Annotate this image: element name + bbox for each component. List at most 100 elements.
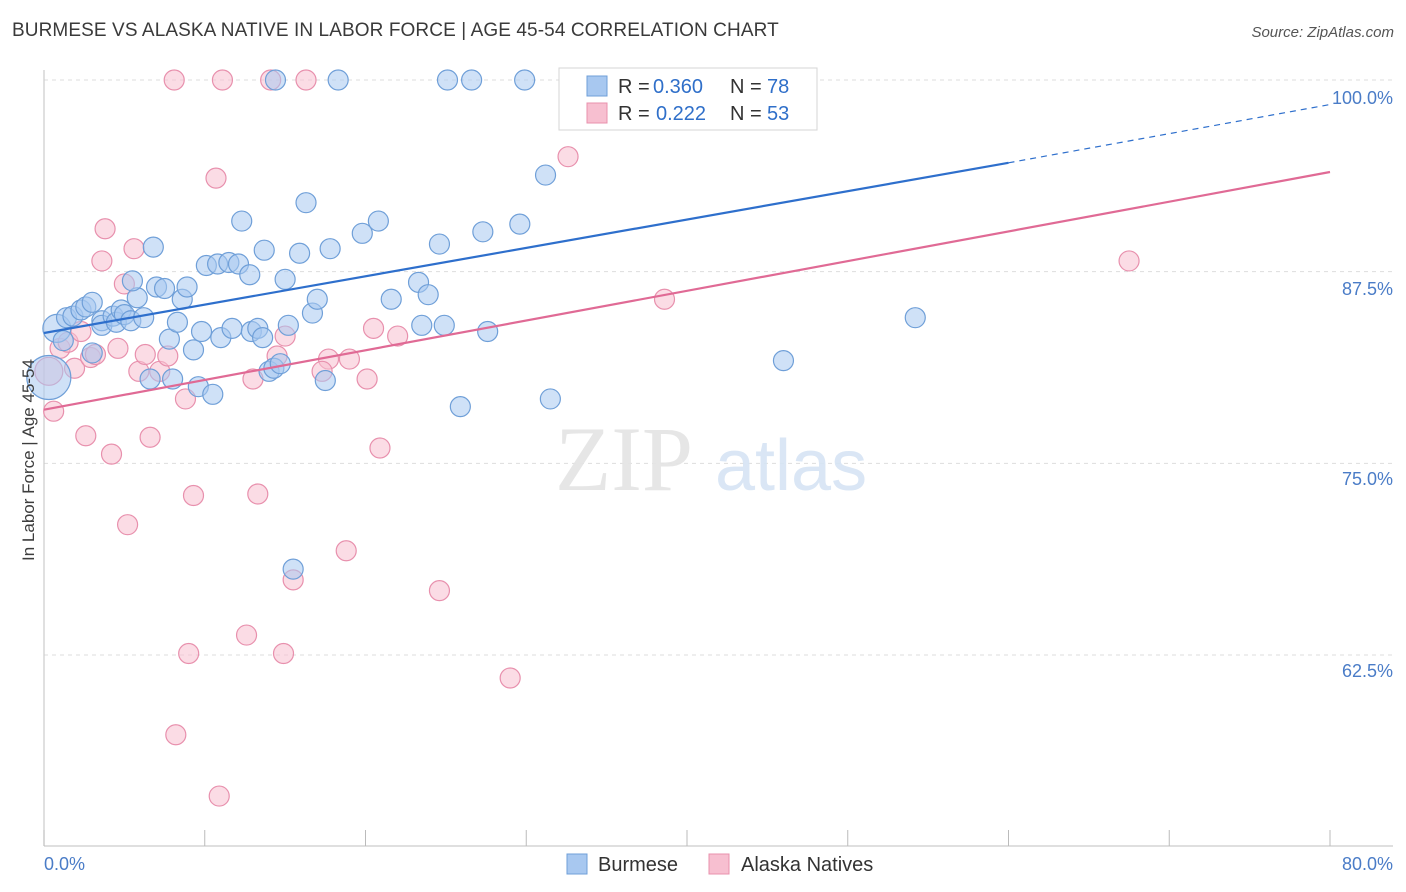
data-point xyxy=(534,164,557,186)
legend-r-label: R = xyxy=(618,76,650,98)
data-point xyxy=(509,213,531,235)
data-point xyxy=(411,314,433,336)
legend-n-value: 53 xyxy=(767,103,789,125)
data-point xyxy=(369,437,391,459)
y-tick-labels: 100.0% 87.5% 75.0% 62.5% xyxy=(1332,88,1393,681)
data-point xyxy=(367,210,389,232)
data-point xyxy=(288,242,311,264)
bottom-legend-label-burmese: Burmese xyxy=(598,854,678,876)
data-point xyxy=(335,540,357,562)
data-point xyxy=(253,239,275,261)
data-point xyxy=(75,425,97,447)
data-point xyxy=(247,483,269,505)
burmese-points xyxy=(26,69,926,580)
alaska-natives-trend-line xyxy=(43,170,1331,411)
data-point xyxy=(163,69,185,91)
data-point xyxy=(26,354,72,401)
bottom-legend-label-alaska-natives: Alaska Natives xyxy=(741,854,873,876)
data-point xyxy=(904,307,926,329)
data-point xyxy=(139,426,161,448)
gridlines xyxy=(44,79,1393,656)
correlation-legend: R = 0.360 N = 78 R = 0.222 N = 53 xyxy=(558,67,818,131)
legend-r-value: 0.222 xyxy=(656,103,706,125)
data-point xyxy=(202,383,224,405)
data-point xyxy=(190,320,213,343)
data-point xyxy=(277,314,299,336)
data-point xyxy=(1118,250,1140,272)
data-point xyxy=(362,317,385,339)
legend-swatch-alaska-natives xyxy=(586,102,608,124)
y-tick-label: 62.5% xyxy=(1342,661,1393,681)
data-point xyxy=(100,443,123,465)
y-tick-label: 75.0% xyxy=(1342,469,1393,489)
data-point xyxy=(182,484,205,507)
data-point xyxy=(153,277,176,300)
data-point xyxy=(252,327,274,349)
x-tick-label-min: 0.0% xyxy=(44,854,85,874)
data-point xyxy=(499,667,521,689)
data-point xyxy=(380,288,402,310)
x-tick-label-max: 80.0% xyxy=(1342,854,1393,874)
burmese-trend-extension xyxy=(1008,103,1331,164)
data-point xyxy=(514,69,536,91)
watermark-atlas: atlas xyxy=(715,426,867,506)
data-point xyxy=(539,388,561,410)
data-point xyxy=(428,233,451,255)
data-point xyxy=(272,642,295,665)
data-point xyxy=(557,146,579,168)
burmese-trend-line xyxy=(43,161,1009,335)
series-legend: Burmese Alaska Natives xyxy=(566,853,873,876)
x-ticks xyxy=(43,830,1331,846)
data-point xyxy=(139,368,161,390)
data-point xyxy=(142,236,164,258)
y-axis-label: In Labor Force | Age 45-54 xyxy=(19,359,38,561)
data-point xyxy=(208,785,230,807)
watermark: ZIP atlas xyxy=(555,408,867,510)
data-point xyxy=(306,288,328,310)
bottom-legend-swatch-alaska-natives xyxy=(708,853,730,875)
data-point xyxy=(43,400,65,422)
bottom-legend-swatch-burmese xyxy=(566,853,588,875)
data-point xyxy=(211,69,234,91)
data-point xyxy=(295,69,317,91)
data-point xyxy=(472,221,494,243)
data-point xyxy=(134,343,156,366)
data-point xyxy=(52,330,74,352)
data-point xyxy=(121,270,144,292)
data-point xyxy=(165,724,187,746)
data-point xyxy=(221,317,243,339)
data-point xyxy=(235,624,258,646)
data-point xyxy=(460,69,483,91)
legend-n-label: N = xyxy=(730,103,762,125)
data-point xyxy=(327,69,349,91)
data-point xyxy=(94,218,116,240)
legend-r-value: 0.360 xyxy=(653,76,703,98)
data-point xyxy=(91,250,113,272)
data-point xyxy=(351,222,373,244)
data-point xyxy=(477,320,499,343)
data-point xyxy=(428,579,451,602)
data-point xyxy=(319,238,341,260)
data-point xyxy=(772,350,795,372)
axes xyxy=(43,70,1393,847)
source-label: Source: ZipAtlas.com xyxy=(1251,24,1394,41)
data-point xyxy=(449,396,471,418)
data-point xyxy=(433,314,455,336)
data-point xyxy=(205,167,227,189)
data-point xyxy=(116,514,139,536)
data-point xyxy=(81,342,103,364)
legend-swatch-burmese xyxy=(586,75,608,97)
data-point xyxy=(295,192,317,214)
data-point xyxy=(436,69,459,91)
data-point xyxy=(123,238,145,260)
data-point xyxy=(417,284,439,306)
watermark-zip: ZIP xyxy=(555,408,693,510)
data-point xyxy=(356,368,378,390)
data-point xyxy=(282,558,304,580)
data-point xyxy=(231,210,253,232)
chart-title: BURMESE VS ALASKA NATIVE IN LABOR FORCE … xyxy=(12,20,779,41)
data-point xyxy=(176,276,198,298)
data-point xyxy=(174,388,197,410)
legend-r-label: R = xyxy=(618,103,650,125)
